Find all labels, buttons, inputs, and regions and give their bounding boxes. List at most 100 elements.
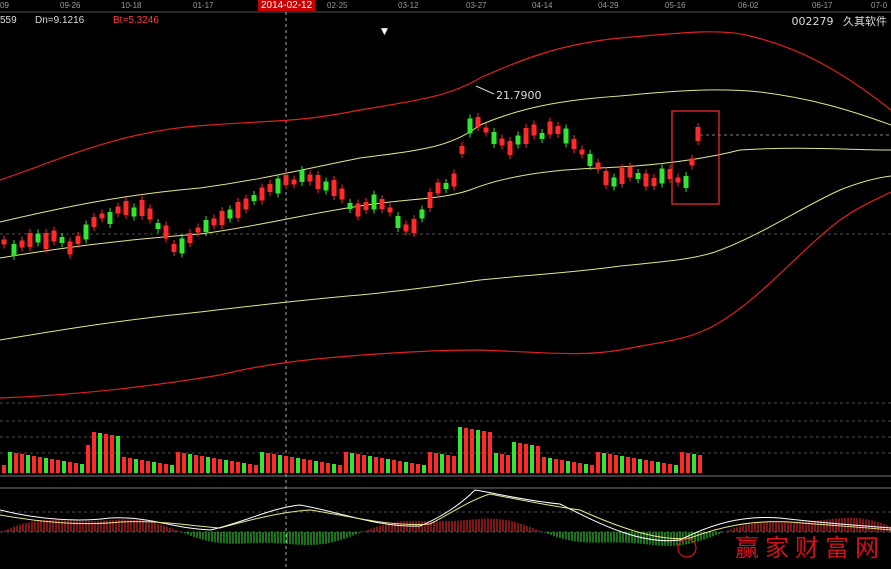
volume-bar <box>248 464 252 473</box>
candle-body <box>75 236 81 244</box>
volume-bar <box>434 453 438 473</box>
candle-body <box>515 135 521 145</box>
volume-bar <box>404 462 408 473</box>
volume-bar <box>2 465 6 473</box>
date-tick-label: 02-25 <box>327 1 348 10</box>
volume-bar <box>662 463 666 473</box>
candle-body <box>563 128 569 144</box>
date-tick-label: 10-18 <box>121 1 142 10</box>
volume-bar <box>596 452 600 473</box>
candle-body <box>19 240 25 248</box>
volume-bar <box>296 458 300 473</box>
peak-pointer <box>475 85 495 95</box>
legend-bt: Bt=5.3246 <box>113 15 159 26</box>
boll-upper-line <box>0 89 891 223</box>
volume-bar <box>554 459 558 473</box>
candle-body <box>155 223 161 229</box>
candle-body <box>35 233 41 243</box>
candle-body <box>459 146 465 154</box>
volume-bar <box>326 463 330 473</box>
legend-dn: Dn=9.1216 <box>35 15 85 26</box>
volume-bar <box>620 456 624 473</box>
candle-body <box>579 149 585 155</box>
volume-bar <box>134 459 138 473</box>
boll-lower-line <box>0 175 891 341</box>
volume-bar <box>392 460 396 473</box>
candle-body <box>483 127 489 133</box>
volume-bar <box>494 453 498 473</box>
volume-bar <box>698 455 702 473</box>
volume-bar <box>350 453 354 473</box>
candle-body <box>139 200 145 216</box>
volume-bar <box>260 452 264 473</box>
volume-bar <box>680 452 684 473</box>
candle-body <box>59 237 65 243</box>
candle-body <box>619 168 625 184</box>
volume-bar <box>62 461 66 473</box>
volume-bar <box>116 436 120 473</box>
volume-bar <box>572 462 576 473</box>
volume-bar <box>644 460 648 473</box>
volume-bar <box>524 444 528 473</box>
volume-bar <box>566 461 570 473</box>
candle-body <box>395 216 401 228</box>
candle-body <box>491 132 497 144</box>
candle-body <box>643 173 649 187</box>
candle-body <box>259 187 265 201</box>
volume-bar <box>182 453 186 473</box>
candle-body <box>283 175 289 185</box>
candle-body <box>651 178 657 186</box>
candle-body <box>235 202 241 218</box>
volume-bar <box>314 461 318 473</box>
volume-bar <box>152 462 156 473</box>
candle-body <box>443 183 449 189</box>
volume-bar <box>272 454 276 473</box>
volume-bar <box>32 456 36 473</box>
candle-body <box>99 213 105 219</box>
volume-bar <box>212 458 216 473</box>
legend-value-partial: 559 <box>0 15 17 26</box>
candle-body <box>507 141 513 155</box>
candle-body <box>187 233 193 243</box>
volume-bar <box>542 457 546 473</box>
volume-bar <box>374 457 378 473</box>
candle-body <box>107 212 113 224</box>
volume-bar <box>476 430 480 473</box>
candle-body <box>539 133 545 139</box>
candle-body <box>315 175 321 189</box>
volume-bar <box>452 456 456 473</box>
candle-body <box>689 158 695 166</box>
candle-body <box>1 239 7 245</box>
candle-body <box>147 208 153 220</box>
volume-bar <box>464 428 468 473</box>
volume-bar <box>194 455 198 473</box>
volume-bar <box>608 454 612 473</box>
date-tick-label: 05-16 <box>665 1 686 10</box>
candle-body <box>323 181 329 191</box>
volume-bar <box>176 452 180 473</box>
volume-bar <box>164 464 168 473</box>
volume-bar <box>440 454 444 473</box>
candle-body <box>355 203 361 217</box>
candle-body <box>659 168 665 184</box>
candle-body <box>531 124 537 136</box>
volume-bar <box>50 459 54 473</box>
volume-bar <box>512 442 516 473</box>
volume-bar <box>104 434 108 473</box>
candle-body <box>211 218 217 226</box>
volume-bar <box>674 465 678 473</box>
candle-body <box>179 238 185 254</box>
candle-body <box>307 174 313 182</box>
volume-bar <box>626 457 630 473</box>
date-tick-label: 2014-02-12 <box>258 0 316 11</box>
candle-body <box>163 225 169 239</box>
candle-body <box>635 173 641 179</box>
volume-bar <box>68 462 72 473</box>
stock-code: 002279 <box>791 15 834 28</box>
volume-bar <box>26 455 30 473</box>
volume-bar <box>140 460 144 473</box>
watermark-text: 赢家财富网 <box>735 534 885 562</box>
candle-body <box>523 128 529 144</box>
volume-bar <box>548 458 552 473</box>
